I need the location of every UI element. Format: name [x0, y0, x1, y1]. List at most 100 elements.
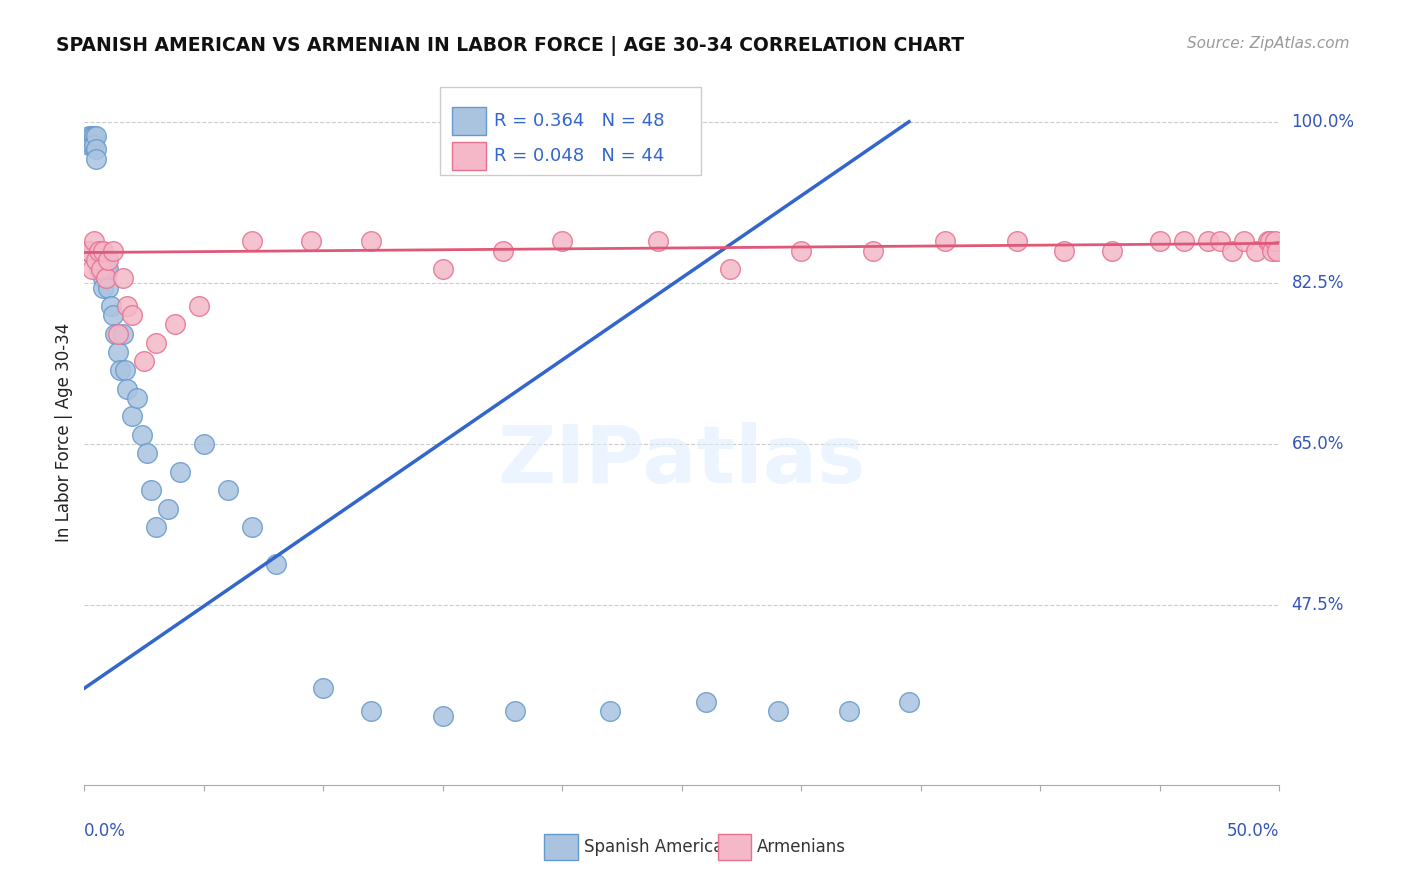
Point — [117, 382, 139, 396]
Point — [1173, 235, 1195, 249]
FancyBboxPatch shape — [440, 87, 702, 176]
Point — [1209, 235, 1232, 249]
Text: Armenians: Armenians — [758, 838, 846, 856]
Point — [141, 483, 163, 498]
Point — [135, 446, 157, 460]
Point — [1257, 235, 1279, 249]
Point — [934, 235, 956, 249]
Point — [264, 557, 287, 571]
Point — [125, 391, 148, 405]
Text: ZIPatlas: ZIPatlas — [498, 422, 866, 500]
Point — [1264, 235, 1286, 249]
Point — [1244, 244, 1267, 258]
Point — [1005, 235, 1028, 249]
Point — [90, 262, 112, 277]
Point — [360, 235, 382, 249]
Point — [80, 137, 103, 152]
Bar — [453, 107, 486, 135]
Point — [766, 704, 789, 718]
Point — [94, 262, 117, 277]
Point — [97, 280, 120, 294]
Bar — [544, 834, 578, 861]
Point — [132, 354, 156, 368]
Point — [86, 252, 108, 267]
Point — [87, 244, 110, 258]
Point — [111, 271, 134, 285]
Point — [145, 520, 167, 534]
Text: 65.0%: 65.0% — [1292, 435, 1344, 453]
Point — [193, 437, 215, 451]
Point — [83, 137, 105, 152]
Point — [551, 235, 574, 249]
Point — [111, 326, 134, 341]
Point — [104, 326, 127, 341]
Point — [492, 244, 515, 258]
Point — [1149, 235, 1171, 249]
Point — [77, 137, 100, 152]
Text: 0.0%: 0.0% — [84, 822, 127, 839]
Point — [1197, 235, 1219, 249]
Point — [157, 501, 180, 516]
Point — [77, 244, 100, 258]
Point — [1265, 244, 1288, 258]
Point — [90, 244, 112, 258]
Point — [503, 704, 526, 718]
Point — [695, 695, 717, 709]
Text: 47.5%: 47.5% — [1292, 597, 1344, 615]
Point — [97, 252, 120, 267]
Point — [432, 262, 454, 277]
Point — [165, 318, 187, 332]
Point — [100, 299, 122, 313]
Point — [114, 363, 136, 377]
Text: 82.5%: 82.5% — [1292, 274, 1344, 292]
Point — [1258, 235, 1281, 249]
Point — [312, 681, 335, 696]
Text: SPANISH AMERICAN VS ARMENIAN IN LABOR FORCE | AGE 30-34 CORRELATION CHART: SPANISH AMERICAN VS ARMENIAN IN LABOR FO… — [56, 36, 965, 55]
Point — [97, 262, 120, 277]
Point — [718, 262, 741, 277]
Point — [1101, 244, 1123, 258]
Point — [80, 262, 103, 277]
Point — [117, 299, 139, 313]
Point — [121, 409, 143, 424]
Point — [301, 235, 323, 249]
Point — [1053, 244, 1076, 258]
Point — [87, 244, 110, 258]
Point — [101, 244, 124, 258]
Point — [1233, 235, 1256, 249]
Point — [90, 252, 112, 267]
Point — [87, 262, 110, 277]
Point — [80, 128, 103, 143]
Point — [93, 271, 115, 285]
Point — [94, 271, 117, 285]
Point — [101, 308, 124, 322]
Y-axis label: In Labor Force | Age 30-34: In Labor Force | Age 30-34 — [55, 323, 73, 542]
Point — [110, 363, 132, 377]
Point — [93, 280, 115, 294]
Point — [647, 235, 669, 249]
Text: R = 0.048   N = 44: R = 0.048 N = 44 — [495, 147, 665, 165]
Point — [86, 152, 108, 166]
Text: R = 0.364   N = 48: R = 0.364 N = 48 — [495, 112, 665, 130]
Point — [107, 326, 129, 341]
Text: Spanish Americans: Spanish Americans — [583, 838, 742, 856]
Point — [77, 128, 100, 143]
Point — [169, 465, 191, 479]
Point — [145, 335, 167, 350]
Point — [838, 704, 860, 718]
Point — [1261, 244, 1284, 258]
Point — [432, 709, 454, 723]
Point — [121, 308, 143, 322]
Point — [240, 235, 263, 249]
Point — [790, 244, 813, 258]
Point — [83, 235, 105, 249]
Point — [86, 142, 108, 156]
Point — [107, 345, 129, 359]
Text: 50.0%: 50.0% — [1227, 822, 1279, 839]
Text: 100.0%: 100.0% — [1292, 112, 1354, 131]
Point — [360, 704, 382, 718]
Text: Source: ZipAtlas.com: Source: ZipAtlas.com — [1187, 36, 1350, 51]
Point — [83, 128, 105, 143]
Point — [131, 428, 153, 442]
Point — [217, 483, 239, 498]
